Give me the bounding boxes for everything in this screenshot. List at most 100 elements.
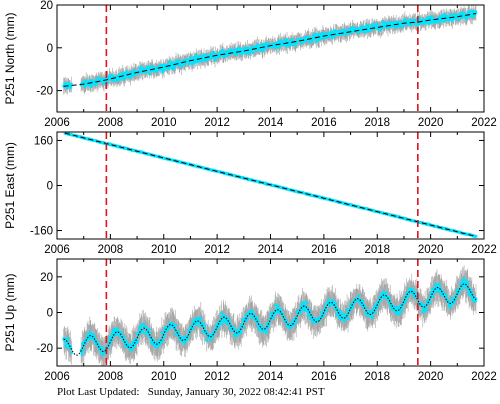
data-point — [205, 330, 208, 333]
data-point — [268, 321, 271, 325]
data-point — [209, 338, 212, 342]
data-point — [138, 71, 142, 74]
data-point — [449, 13, 453, 17]
data-point — [460, 12, 464, 15]
data-point — [174, 62, 177, 65]
data-point — [115, 329, 118, 332]
data-point — [382, 25, 386, 29]
data-point — [410, 23, 413, 27]
data-point — [97, 76, 100, 80]
data-point — [152, 340, 155, 344]
data-point — [161, 64, 165, 67]
data-point — [96, 342, 100, 346]
data-point — [166, 65, 170, 69]
data-point — [129, 347, 133, 350]
data-point — [163, 332, 166, 336]
data-point — [157, 338, 160, 342]
data-point — [149, 69, 153, 72]
data-point — [247, 311, 251, 315]
data-point — [195, 58, 198, 61]
data-point — [196, 60, 199, 64]
data-point — [155, 341, 159, 345]
data-point — [241, 317, 245, 321]
data-point — [260, 43, 263, 47]
data-point — [165, 327, 169, 330]
data-point — [263, 47, 266, 51]
data-point — [221, 319, 225, 322]
data-point — [430, 21, 433, 24]
data-point — [161, 70, 165, 74]
data-point — [417, 23, 420, 26]
data-point — [242, 47, 245, 50]
data-point — [261, 49, 265, 53]
data-point — [474, 10, 477, 13]
data-point — [190, 58, 193, 61]
data-point — [63, 82, 66, 85]
data-point — [232, 326, 235, 329]
data-point — [442, 20, 446, 23]
data-point — [151, 342, 154, 345]
data-point — [157, 65, 161, 69]
data-point — [199, 59, 203, 63]
data-point — [227, 317, 231, 321]
data-point — [182, 336, 186, 339]
data-point — [332, 29, 336, 32]
data-point — [69, 345, 72, 348]
data-point — [102, 80, 105, 84]
data-point — [224, 51, 228, 55]
plot-area — [63, 132, 478, 238]
data-point — [229, 327, 232, 330]
data-point — [156, 344, 160, 348]
data-point — [457, 13, 461, 17]
data-point — [170, 65, 174, 69]
data-point — [180, 336, 184, 339]
data-point — [130, 70, 134, 74]
data-point — [249, 50, 252, 54]
data-point — [328, 34, 332, 37]
data-point — [266, 45, 270, 49]
data-point — [407, 20, 410, 23]
data-point — [383, 21, 387, 24]
data-point — [181, 340, 184, 343]
data-point — [224, 54, 227, 58]
data-point — [114, 333, 117, 336]
data-point — [68, 83, 72, 86]
data-point — [324, 31, 328, 35]
data-point — [366, 23, 370, 27]
data-point — [359, 25, 363, 29]
data-point — [215, 324, 218, 327]
data-point — [390, 21, 393, 24]
data-point — [165, 66, 168, 70]
data-point — [203, 324, 207, 328]
data-point — [100, 347, 104, 351]
x-tick-label: 2012 — [204, 117, 230, 129]
data-point — [216, 322, 220, 325]
data-point — [223, 316, 227, 320]
data-point — [265, 331, 268, 334]
data-point — [128, 343, 132, 347]
data-point — [133, 342, 136, 345]
data-point — [115, 332, 119, 336]
data-point — [64, 344, 68, 347]
data-point — [161, 339, 165, 342]
data-point — [182, 62, 186, 66]
data-point — [472, 14, 476, 18]
data-point — [65, 84, 69, 87]
data-point — [323, 36, 327, 39]
data-point — [199, 55, 202, 58]
data-point — [253, 313, 256, 316]
data-point — [90, 78, 93, 82]
data-point — [184, 335, 188, 339]
data-point — [462, 11, 465, 15]
data-point — [254, 48, 257, 52]
data-point — [175, 59, 178, 63]
data-point — [200, 54, 204, 58]
data-point — [171, 67, 175, 71]
data-point — [347, 27, 351, 31]
data-point — [168, 65, 171, 69]
x-tick-label: 2008 — [98, 117, 124, 129]
data-point — [257, 324, 260, 328]
panel-3: 2006 2008 2010 2012 2014 2016 2018 2020 2022-200… — [3, 258, 497, 383]
error-bars — [63, 5, 477, 95]
data-point — [112, 328, 116, 331]
